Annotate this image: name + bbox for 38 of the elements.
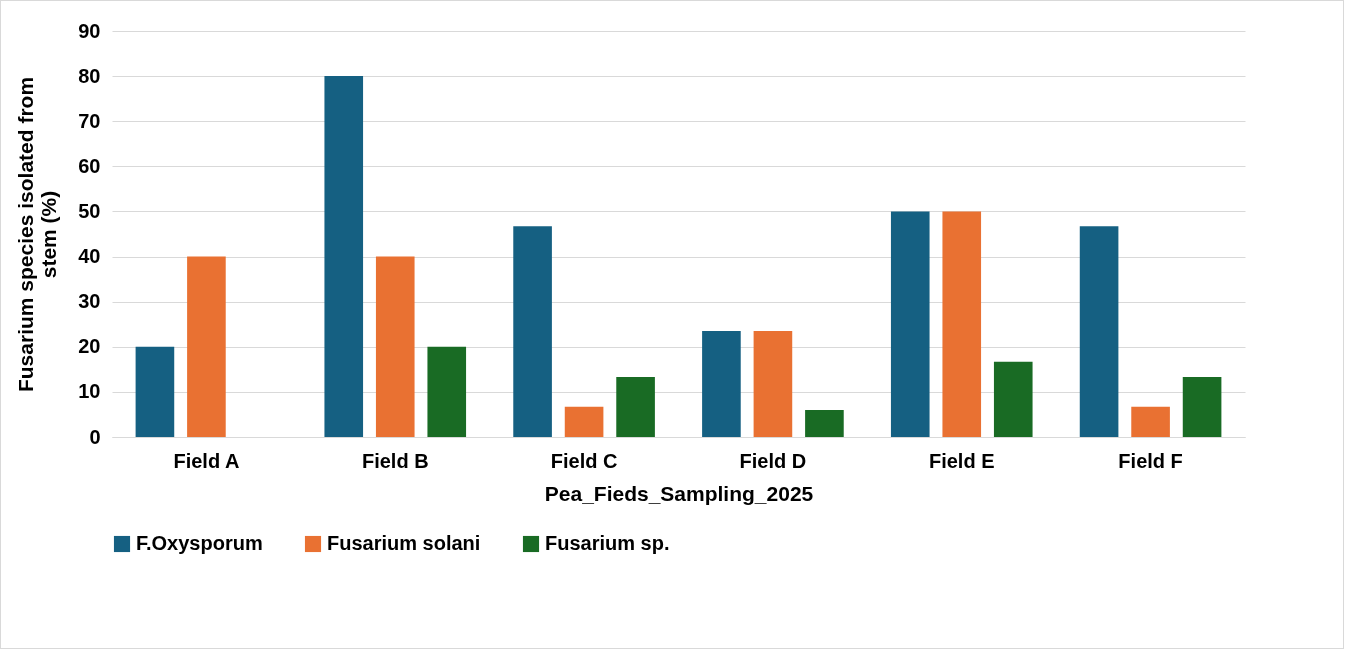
bar (1131, 406, 1170, 437)
legend-label: Fusarium solani (327, 532, 481, 554)
bar (702, 330, 741, 437)
y-tick-label: 40 (78, 245, 101, 268)
bar (1182, 377, 1222, 437)
y-tick-label: 0 (89, 425, 101, 448)
x-tick-label: Field E (928, 449, 995, 472)
x-tick-label: Field F (1118, 449, 1183, 472)
bar (324, 76, 364, 437)
legend-label: Fusarium sp. (545, 532, 670, 554)
x-tick-label: Field A (173, 449, 240, 472)
bar (564, 406, 604, 437)
y-axis-title: Fusarium species isolated from stem (%) (14, 76, 61, 393)
y-tick-label: 90 (78, 19, 101, 42)
bar (135, 346, 175, 437)
bar (427, 346, 467, 437)
bar (616, 377, 655, 437)
x-axis-title: Pea_Fieds_Sampling_2025 (544, 481, 814, 505)
x-tick-label: Field D (739, 449, 807, 472)
y-tick-label: 60 (78, 154, 101, 177)
x-tick-label: Field B (361, 449, 429, 472)
y-tick-label: 30 (78, 290, 101, 313)
y-tick-label: 70 (78, 109, 101, 132)
bar (375, 256, 415, 437)
bar (993, 361, 1033, 437)
y-tick-label: 50 (78, 199, 101, 222)
y-tick-label: 80 (78, 64, 101, 87)
y-tick-label: 20 (78, 335, 101, 358)
bar (805, 409, 844, 437)
y-tick-label: 10 (78, 380, 101, 403)
x-tick-label: Field C (550, 449, 618, 472)
bar (942, 211, 982, 437)
bar (187, 256, 226, 437)
bar (513, 226, 552, 437)
legend-label: F.Oxysporum (136, 532, 263, 554)
bar (753, 330, 793, 437)
bar (1079, 226, 1119, 437)
bar (890, 211, 930, 437)
